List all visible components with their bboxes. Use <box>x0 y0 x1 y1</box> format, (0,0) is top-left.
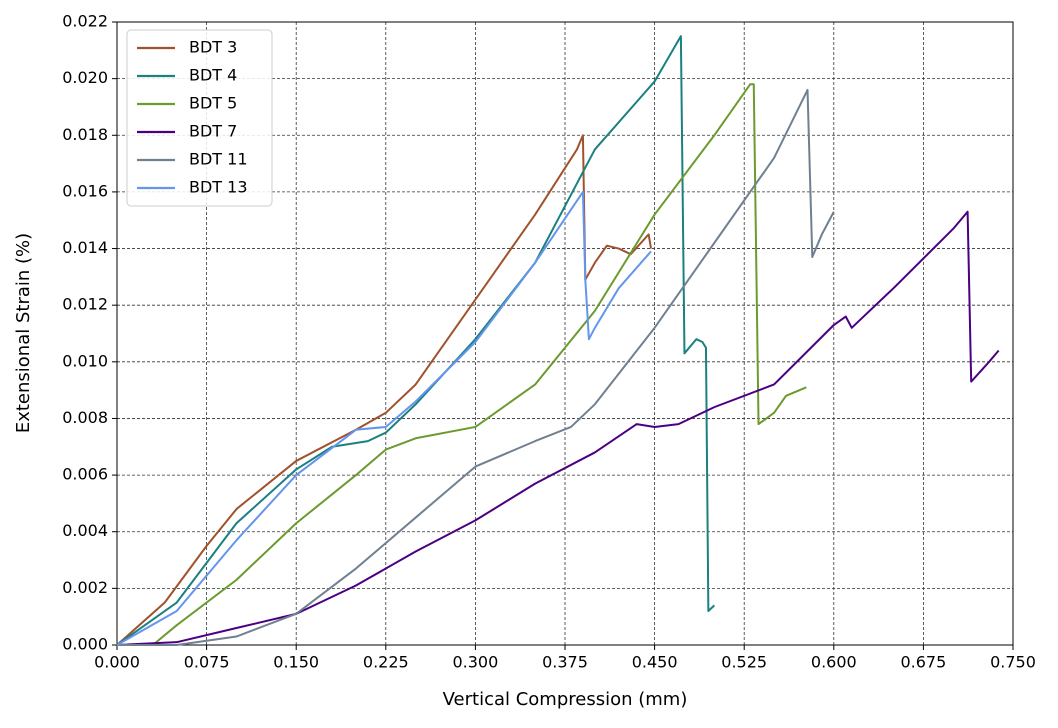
series-line <box>116 190 652 646</box>
y-tick-label: 0.012 <box>62 295 108 314</box>
series-line <box>116 210 1000 646</box>
y-tick-label: 0.004 <box>62 521 108 540</box>
series-line <box>117 88 835 646</box>
y-tick-label: 0.018 <box>62 125 108 144</box>
legend-label: BDT 13 <box>189 178 248 197</box>
x-tick-label: 0.375 <box>542 653 588 672</box>
x-tick-label: 0.750 <box>990 653 1036 672</box>
y-tick-label: 0.000 <box>62 635 108 654</box>
x-tick-label: 0.525 <box>721 653 767 672</box>
x-tick-label: 0.150 <box>273 653 319 672</box>
legend-box <box>126 29 273 207</box>
legend-label: BDT 7 <box>189 122 237 141</box>
y-tick-label: 0.016 <box>62 181 108 200</box>
x-tick-label: 0.600 <box>811 653 857 672</box>
x-tick-label: 0.450 <box>632 653 678 672</box>
x-tick-label: 0.300 <box>452 653 498 672</box>
x-axis-label: Vertical Compression (mm) <box>443 689 688 710</box>
legend-label: BDT 5 <box>189 94 237 113</box>
series-line <box>117 83 807 646</box>
y-tick-label: 0.020 <box>62 68 108 87</box>
y-tick-label: 0.010 <box>62 351 108 370</box>
y-tick-label: 0.008 <box>62 408 108 427</box>
y-tick-label: 0.022 <box>62 12 108 31</box>
y-tick-label: 0.006 <box>62 465 108 484</box>
y-tick-label: 0.002 <box>62 578 108 597</box>
legend-label: BDT 4 <box>189 66 237 85</box>
x-tick-label: 0.225 <box>363 653 409 672</box>
plot-frame <box>116 21 1014 646</box>
legend-label: BDT 11 <box>189 150 248 169</box>
x-tick-label: 0.075 <box>184 653 230 672</box>
y-tick-label: 0.014 <box>62 238 108 257</box>
x-tick-label: 0.000 <box>94 653 140 672</box>
y-axis-label: Extensional Strain (%) <box>13 233 34 433</box>
x-tick-label: 0.675 <box>900 653 946 672</box>
series-line <box>116 134 653 646</box>
legend-label: BDT 3 <box>189 38 237 57</box>
